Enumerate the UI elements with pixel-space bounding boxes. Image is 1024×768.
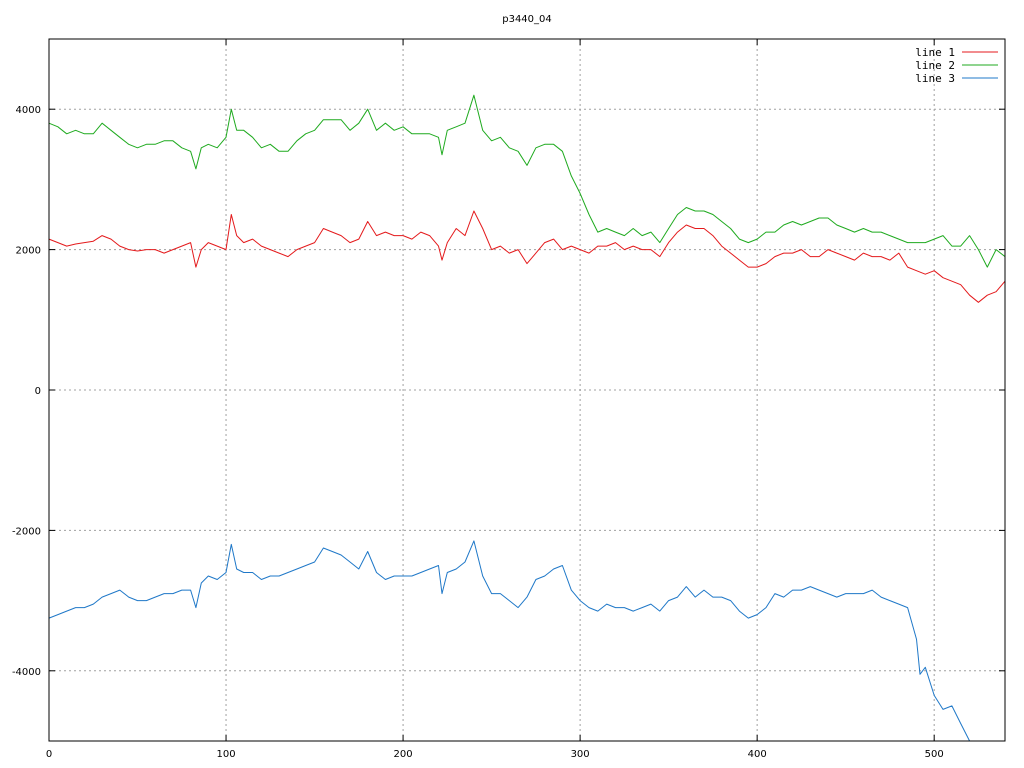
- x-tick-label: 400: [748, 749, 767, 760]
- y-tick-label: 2000: [16, 246, 41, 257]
- y-tick-label: -2000: [12, 526, 41, 537]
- plot-frame: [48, 38, 1006, 742]
- grid-lines: [48, 39, 1005, 741]
- legend-label: line 3: [915, 72, 955, 85]
- x-tick-label: 200: [394, 749, 413, 760]
- x-tick-label: 500: [925, 749, 944, 760]
- x-tick-label: 100: [216, 749, 235, 760]
- series-line-3: [48, 540, 971, 742]
- y-tick-label: 0: [35, 386, 41, 397]
- series-lines: [48, 94, 1006, 742]
- series-line-1: [48, 210, 1006, 303]
- chart-title: p3440_04: [502, 14, 552, 25]
- y-tick-label: 4000: [16, 105, 41, 116]
- axis-ticks: 0 100 200 300 400 500 -4000 -2000 0 2000 4000: [12, 39, 1005, 760]
- series-line-2: [48, 94, 1006, 268]
- legend-label: line 2: [915, 59, 955, 72]
- x-tick-label: 300: [571, 749, 590, 760]
- legend-label: line 1: [915, 46, 955, 59]
- x-tick-label: 0: [46, 749, 52, 760]
- y-tick-label: -4000: [12, 667, 41, 678]
